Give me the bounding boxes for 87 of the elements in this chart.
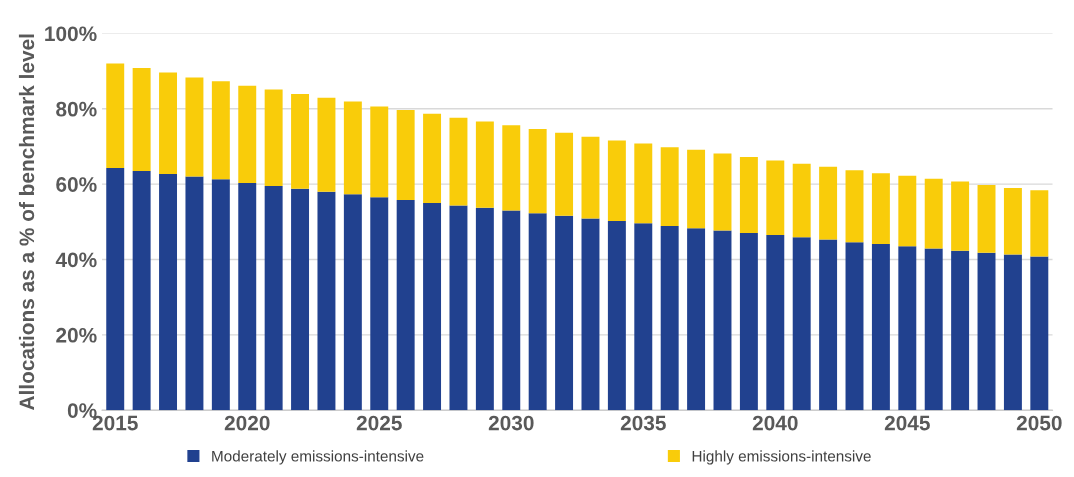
bar: [1030, 190, 1049, 257]
bar: [977, 252, 996, 411]
bar: [792, 237, 811, 411]
bar: [370, 197, 389, 411]
bar: [951, 250, 970, 411]
bar: [951, 181, 970, 251]
bar: [924, 178, 943, 249]
x-tick-label: 2040: [752, 415, 798, 431]
bar: [713, 230, 732, 411]
x-tick-label: 2050: [1016, 415, 1062, 431]
bar: [1030, 256, 1049, 411]
bar: [871, 244, 890, 411]
bar: [343, 194, 362, 411]
bar: [819, 239, 838, 411]
y-tick-label: 60%: [56, 177, 97, 192]
bar: [423, 202, 442, 411]
y-tick-label: 100%: [45, 26, 97, 42]
bar: [977, 184, 996, 253]
x-tick-label: 2035: [620, 415, 666, 431]
bar: [211, 179, 230, 411]
bar: [898, 246, 917, 411]
bar: [845, 170, 864, 243]
bar: [528, 213, 547, 411]
bar: [660, 225, 679, 411]
bar: [607, 221, 626, 411]
bar: [264, 89, 283, 187]
bar: [555, 132, 574, 216]
bar: [211, 81, 230, 180]
bar: [396, 199, 415, 411]
bar: [502, 210, 521, 411]
y-axis-title: Allocations as a % of benchmark level: [18, 34, 35, 410]
bar: [739, 233, 758, 411]
bar: [713, 153, 732, 231]
bar: [607, 140, 626, 222]
bar: [291, 94, 310, 189]
legend-label: Moderately emissions-intensive: [212, 450, 424, 465]
bar: [106, 63, 125, 168]
bar: [581, 218, 600, 411]
y-tick-label: 40%: [55, 252, 97, 268]
bar: [502, 125, 521, 211]
bar: [106, 167, 125, 411]
bar: [766, 234, 785, 411]
bar: [317, 97, 336, 192]
bar: [581, 136, 600, 219]
bar: [396, 109, 415, 200]
x-tick-label: 2025: [356, 415, 402, 431]
legend-label: Highly emissions-intensive: [692, 450, 871, 465]
bar: [555, 215, 574, 411]
bar: [634, 143, 653, 224]
bar: [264, 186, 283, 411]
bar: [238, 85, 257, 183]
bar: [792, 163, 811, 238]
bar: [238, 182, 257, 411]
bar: [898, 175, 917, 247]
bar: [449, 117, 468, 206]
bar: [132, 68, 151, 171]
bar: [159, 72, 178, 174]
bar: [660, 147, 679, 226]
bar: [317, 191, 336, 411]
bar: [528, 129, 547, 214]
bar: [423, 113, 442, 203]
bar: [924, 248, 943, 411]
bar: [1003, 254, 1022, 411]
bar: [132, 170, 151, 411]
x-tick-label: 2045: [884, 415, 930, 431]
bar: [185, 77, 204, 177]
bar: [475, 121, 494, 208]
y-tick-label: 20%: [56, 327, 97, 343]
bar: [159, 173, 178, 411]
bar: [634, 223, 653, 411]
bar: [871, 173, 890, 245]
bar: [185, 176, 204, 411]
bar: [739, 156, 758, 234]
x-tick-label: 2020: [224, 415, 270, 431]
bar: [766, 160, 785, 235]
bar: [687, 149, 706, 229]
bar: [343, 101, 362, 195]
bar: [370, 106, 389, 198]
bar: [845, 242, 864, 411]
y-tick-label: 80%: [56, 101, 97, 117]
bar: [449, 205, 468, 411]
bar: [1003, 187, 1022, 255]
x-tick-label: 2030: [488, 415, 534, 431]
bar: [291, 188, 310, 411]
bar: [687, 228, 706, 411]
bar: [819, 166, 838, 240]
bar: [475, 207, 494, 411]
